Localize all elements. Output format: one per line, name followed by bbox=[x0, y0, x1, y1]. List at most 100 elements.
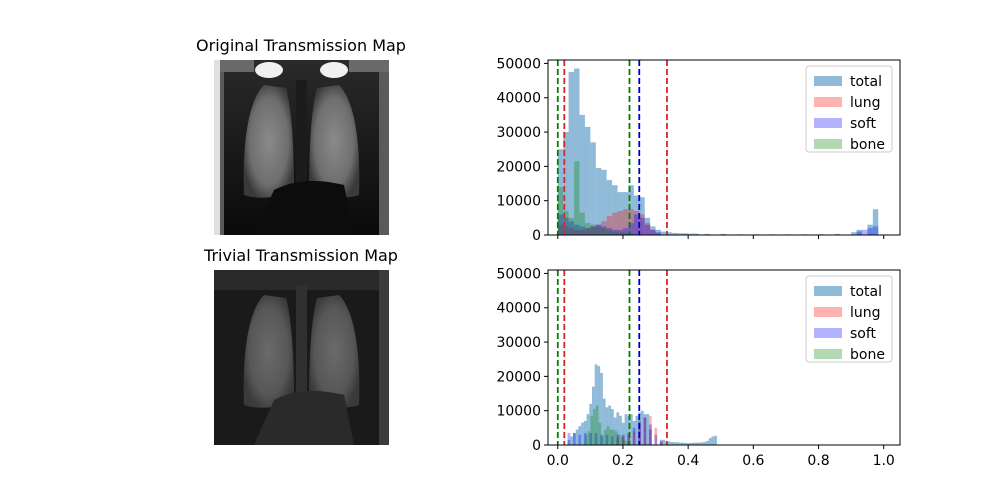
bar-bone-8 bbox=[601, 228, 607, 235]
x-tick-label-5: 1.0 bbox=[873, 453, 895, 469]
bar-total-39 bbox=[681, 442, 685, 445]
bar-total-30 bbox=[649, 429, 652, 445]
original-transmission-map-image bbox=[214, 60, 389, 235]
bar-soft-14 bbox=[633, 214, 640, 235]
bar-soft-0 bbox=[557, 214, 564, 235]
bar-bone-2 bbox=[568, 217, 575, 235]
y-tick-label-4: 40000 bbox=[496, 301, 541, 317]
bar-bone-6 bbox=[590, 224, 596, 235]
bar-soft-16 bbox=[654, 434, 658, 445]
bar-total-28 bbox=[643, 414, 647, 445]
bar-soft-5 bbox=[594, 432, 598, 445]
bar-total-36 bbox=[673, 442, 677, 445]
bar-total-17 bbox=[613, 417, 617, 445]
top-histogram: 0 10000 20000 30000 40000 50000 total lung soft b… bbox=[496, 56, 901, 244]
bar-total-16 bbox=[644, 217, 651, 235]
bar-total-15 bbox=[639, 197, 645, 235]
bar-soft-4 bbox=[579, 226, 585, 235]
bar-total-2 bbox=[568, 72, 575, 236]
bar-total-37 bbox=[676, 442, 679, 445]
axes-frame bbox=[547, 269, 901, 446]
bar-bone-4 bbox=[595, 405, 599, 445]
bar-total-4 bbox=[579, 114, 585, 235]
bar-total-6 bbox=[590, 142, 596, 235]
y-tick-label-2: 20000 bbox=[496, 159, 541, 175]
bar-soft-14 bbox=[643, 417, 647, 445]
bar-bone-2 bbox=[590, 415, 594, 445]
bar-bone-8 bbox=[606, 426, 610, 445]
bar-bone-9 bbox=[609, 429, 613, 445]
bar-lung-9 bbox=[606, 216, 613, 235]
bar-total-48 bbox=[706, 440, 709, 445]
bar-soft-2 bbox=[578, 434, 582, 445]
bar-lung-3 bbox=[632, 431, 636, 445]
legend-label-lung: lung bbox=[850, 95, 881, 111]
y-tick-label-1: 10000 bbox=[496, 404, 541, 420]
legend-label-lung: lung bbox=[850, 305, 881, 321]
bar-lung-2 bbox=[627, 434, 631, 445]
bar-soft-3 bbox=[583, 432, 587, 445]
bar-bone-1 bbox=[587, 431, 591, 445]
bar-bone-3 bbox=[593, 408, 596, 445]
bar-soft-6 bbox=[590, 226, 596, 235]
bar-soft-2 bbox=[568, 221, 575, 235]
bar-lung-18 bbox=[655, 233, 661, 235]
bar-soft-10 bbox=[612, 229, 618, 235]
bar-lung-13 bbox=[628, 209, 634, 235]
bar-soft-9 bbox=[616, 434, 620, 445]
bar-lung-2 bbox=[568, 228, 575, 235]
bar-bone-11 bbox=[614, 431, 618, 445]
bar-lung-12 bbox=[622, 209, 629, 235]
bar-bone-12 bbox=[617, 434, 621, 445]
bar-total-45 bbox=[697, 442, 701, 445]
bar-total-19 bbox=[660, 231, 667, 235]
legend-swatch-total bbox=[814, 76, 842, 86]
bar-total-35 bbox=[851, 232, 857, 235]
bar-bone-14 bbox=[622, 439, 626, 445]
bar-total-50 bbox=[711, 436, 715, 445]
legend-label-total: total bbox=[850, 74, 882, 90]
bar-bone-11 bbox=[617, 232, 623, 235]
bar-total-12 bbox=[622, 192, 629, 235]
bar-soft-20 bbox=[861, 229, 868, 235]
bar-lung-16 bbox=[644, 222, 651, 235]
bar-lung-10 bbox=[612, 212, 618, 235]
x-tick-label-4: 0.8 bbox=[807, 453, 829, 469]
bar-soft-12 bbox=[622, 228, 629, 235]
bar-total-1 bbox=[563, 132, 569, 235]
bar-soft-0 bbox=[567, 432, 571, 445]
legend-box bbox=[805, 65, 893, 153]
bar-total-26 bbox=[704, 233, 710, 235]
bar-total-3 bbox=[574, 68, 580, 235]
bar-soft-9 bbox=[606, 228, 613, 235]
bar-total-21 bbox=[624, 414, 628, 445]
bar-bone-0 bbox=[557, 186, 564, 235]
bar-total-34 bbox=[834, 233, 841, 235]
bar-total-20 bbox=[621, 422, 625, 445]
bar-total-38 bbox=[678, 442, 682, 445]
legend-swatch-bone bbox=[814, 139, 842, 149]
bar-soft-12 bbox=[632, 427, 636, 445]
legend-box bbox=[805, 275, 893, 363]
bar-total-36 bbox=[856, 229, 862, 235]
legend-label-bone: bone bbox=[850, 137, 885, 153]
bar-lung-7 bbox=[654, 427, 658, 445]
bar-soft-19 bbox=[856, 231, 862, 235]
y-tick-label-4: 40000 bbox=[496, 91, 541, 107]
bar-total-11 bbox=[617, 192, 623, 235]
trivial-transmission-map-image bbox=[214, 270, 389, 445]
bar-total-40 bbox=[684, 442, 688, 445]
bar-soft-17 bbox=[659, 441, 663, 445]
bar-total-47 bbox=[703, 441, 707, 445]
bar-total-23 bbox=[682, 233, 689, 235]
xray-drawing bbox=[214, 60, 389, 235]
bar-lung-5 bbox=[584, 228, 591, 235]
bar-total-15 bbox=[608, 405, 612, 445]
bar-total-22 bbox=[627, 415, 631, 445]
legend-label-soft: soft bbox=[850, 326, 877, 342]
bar-soft-11 bbox=[627, 432, 631, 445]
bar-lung-15 bbox=[639, 214, 645, 235]
bar-lung-4 bbox=[579, 229, 585, 235]
bar-total-31 bbox=[659, 439, 663, 445]
